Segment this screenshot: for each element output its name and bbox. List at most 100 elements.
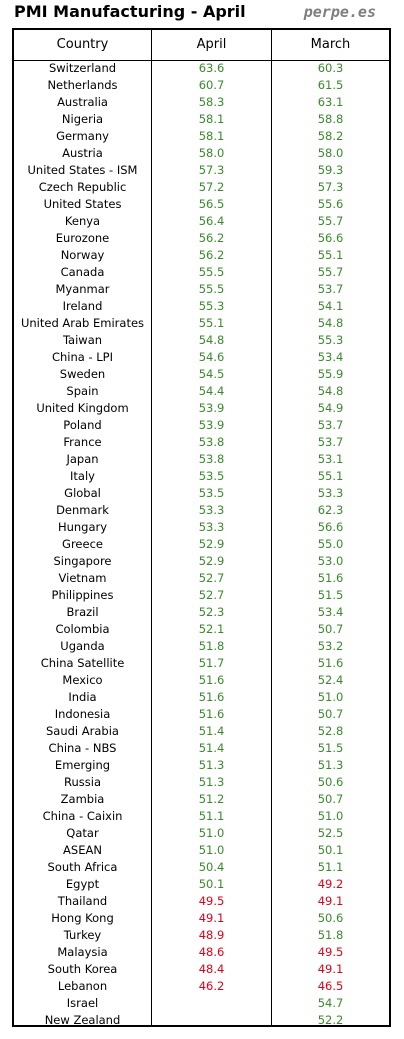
- country-cell: Norway: [60, 248, 105, 262]
- chart-title: PMI Manufacturing - April: [14, 2, 246, 21]
- table-row: Czech Republic 57.2 57.3: [14, 179, 389, 196]
- table-row: Qatar 51.0 52.5: [14, 825, 389, 842]
- march-value: 55.6: [317, 197, 344, 211]
- march-value: 51.0: [317, 690, 344, 704]
- table-row: Poland 53.9 53.7: [14, 417, 389, 434]
- column-divider: [271, 30, 272, 1025]
- country-cell: China - Caixin: [42, 809, 123, 823]
- april-value: 52.9: [198, 554, 225, 568]
- april-value: 49.5: [198, 894, 225, 908]
- march-value: 50.7: [317, 792, 344, 806]
- april-value: 53.8: [198, 452, 225, 466]
- april-value: 46.2: [198, 979, 225, 993]
- table-row: China - LPI 54.6 53.4: [14, 349, 389, 366]
- table-row: ASEAN 51.0 50.1: [14, 842, 389, 859]
- table-row: Denmark 53.3 62.3: [14, 502, 389, 519]
- table-row: Taiwan 54.8 55.3: [14, 332, 389, 349]
- country-cell: Australia: [57, 95, 108, 109]
- country-cell: Netherlands: [47, 78, 118, 92]
- table-row: Singapore 52.9 53.0: [14, 553, 389, 570]
- country-cell: China - LPI: [51, 350, 114, 364]
- table-row: China - NBS 51.4 51.5: [14, 740, 389, 757]
- table-row: Austria 58.0 58.0: [14, 145, 389, 162]
- country-cell: Ireland: [62, 299, 103, 313]
- country-cell: Austria: [62, 146, 103, 160]
- april-value: 58.3: [198, 95, 225, 109]
- table-row: Saudi Arabia 51.4 52.8: [14, 723, 389, 740]
- april-value: 53.8: [198, 435, 225, 449]
- march-value: 63.1: [317, 95, 344, 109]
- april-value: 57.2: [198, 180, 225, 194]
- march-value: 54.9: [317, 401, 344, 415]
- country-cell: Poland: [63, 418, 102, 432]
- april-value: 56.4: [198, 214, 225, 228]
- march-value: 55.7: [317, 265, 344, 279]
- country-cell: Russia: [64, 775, 101, 789]
- march-value: 49.1: [317, 962, 344, 976]
- country-cell: Egypt: [65, 877, 100, 891]
- table-row: France 53.8 53.7: [14, 434, 389, 451]
- march-value: 52.5: [317, 826, 344, 840]
- table-row: Thailand 49.5 49.1: [14, 893, 389, 910]
- country-cell: New Zealand: [44, 1013, 121, 1027]
- april-value: 52.1: [198, 622, 225, 636]
- march-value: 55.1: [317, 469, 344, 483]
- table-row: Italy 53.5 55.1: [14, 468, 389, 485]
- april-value: 54.4: [198, 384, 225, 398]
- march-value: 53.1: [317, 452, 344, 466]
- march-value: 50.7: [317, 707, 344, 721]
- table-row: Emerging 51.3 51.3: [14, 757, 389, 774]
- country-cell: Taiwan: [62, 333, 103, 347]
- country-cell: Eurozone: [55, 231, 110, 245]
- country-cell: Saudi Arabia: [46, 724, 119, 738]
- country-cell: Malaysia: [57, 945, 108, 959]
- country-cell: Qatar: [66, 826, 99, 840]
- march-value: 50.7: [317, 622, 344, 636]
- march-value: 53.4: [317, 605, 344, 619]
- table-row: Malaysia 48.6 49.5: [14, 944, 389, 961]
- table-row: Switzerland 63.6 60.3: [14, 60, 389, 77]
- march-value: 53.7: [317, 435, 344, 449]
- march-value: 55.3: [317, 333, 344, 347]
- april-value: 58.0: [198, 146, 225, 160]
- table-row: Germany 58.1 58.2: [14, 128, 389, 145]
- table-row: Spain 54.4 54.8: [14, 383, 389, 400]
- march-value: 50.6: [317, 911, 344, 925]
- table-row: Ireland 55.3 54.1: [14, 298, 389, 315]
- april-value: 50.1: [198, 877, 225, 891]
- march-value: 54.8: [317, 316, 344, 330]
- table-row: South Korea 48.4 49.1: [14, 961, 389, 978]
- march-value: 52.4: [317, 673, 344, 687]
- march-value: 51.5: [317, 741, 344, 755]
- march-value: 53.7: [317, 282, 344, 296]
- march-value: 55.7: [317, 214, 344, 228]
- country-cell: United States: [43, 197, 122, 211]
- april-value: 55.3: [198, 299, 225, 313]
- march-value: 52.8: [317, 724, 344, 738]
- march-value: 54.1: [317, 299, 344, 313]
- april-value: 58.1: [198, 129, 225, 143]
- april-value: 51.8: [198, 639, 225, 653]
- april-value: 49.1: [198, 911, 225, 925]
- table-row: United Arab Emirates 55.1 54.8: [14, 315, 389, 332]
- country-cell: Vietnam: [58, 571, 107, 585]
- april-value: 55.1: [198, 316, 225, 330]
- country-cell: France: [63, 435, 102, 449]
- april-value: 52.3: [198, 605, 225, 619]
- table-row: Hong Kong 49.1 50.6: [14, 910, 389, 927]
- table-row: United States - ISM 57.3 59.3: [14, 162, 389, 179]
- table-row: China - Caixin 51.1 51.0: [14, 808, 389, 825]
- april-value: 48.6: [198, 945, 225, 959]
- country-cell: Sweden: [59, 367, 106, 381]
- march-value: 51.0: [317, 809, 344, 823]
- april-value: 51.6: [198, 690, 225, 704]
- country-cell: United States - ISM: [27, 163, 138, 177]
- country-cell: Colombia: [55, 622, 110, 636]
- table-row: Israel 54.7: [14, 995, 389, 1012]
- country-cell: Zambia: [60, 792, 105, 806]
- april-value: 56.2: [198, 231, 225, 245]
- april-value: 51.7: [198, 656, 225, 670]
- table-row: South Africa 50.4 51.1: [14, 859, 389, 876]
- country-cell: Czech Republic: [38, 180, 127, 194]
- country-cell: China Satellite: [40, 656, 125, 670]
